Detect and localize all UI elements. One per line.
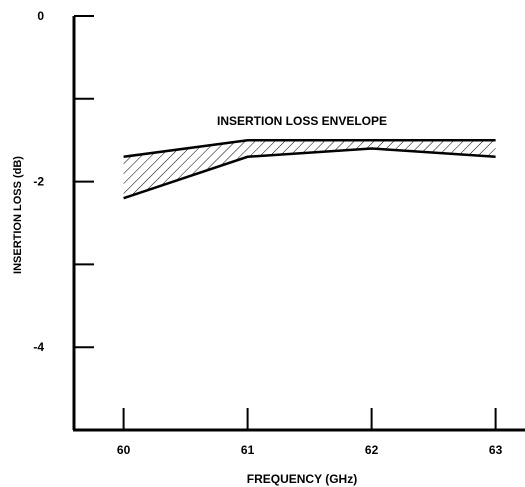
axes bbox=[72, 16, 525, 432]
y-ticks: 0 -2 -4 bbox=[33, 9, 94, 354]
upper-bound-line bbox=[123, 138, 496, 158]
y-tick-label: -2 bbox=[33, 175, 44, 189]
x-tick-label: 63 bbox=[489, 443, 503, 457]
x-tick-label: 61 bbox=[241, 443, 255, 457]
y-tick-label: 0 bbox=[37, 9, 44, 23]
plot-area bbox=[123, 138, 496, 200]
x-ticks: 60 61 62 63 bbox=[117, 408, 503, 457]
envelope-annotation: INSERTION LOSS ENVELOPE bbox=[217, 114, 387, 128]
x-tick-label: 60 bbox=[117, 443, 131, 457]
y-tick-label: -4 bbox=[33, 340, 44, 354]
lower-bound-line bbox=[123, 147, 496, 200]
envelope-fill bbox=[123, 140, 496, 199]
x-tick-label: 62 bbox=[365, 443, 379, 457]
x-axis-label: FREQUENCY (GHz) bbox=[247, 472, 357, 486]
y-axis-label: INSERTION LOSS (dB) bbox=[12, 156, 24, 274]
